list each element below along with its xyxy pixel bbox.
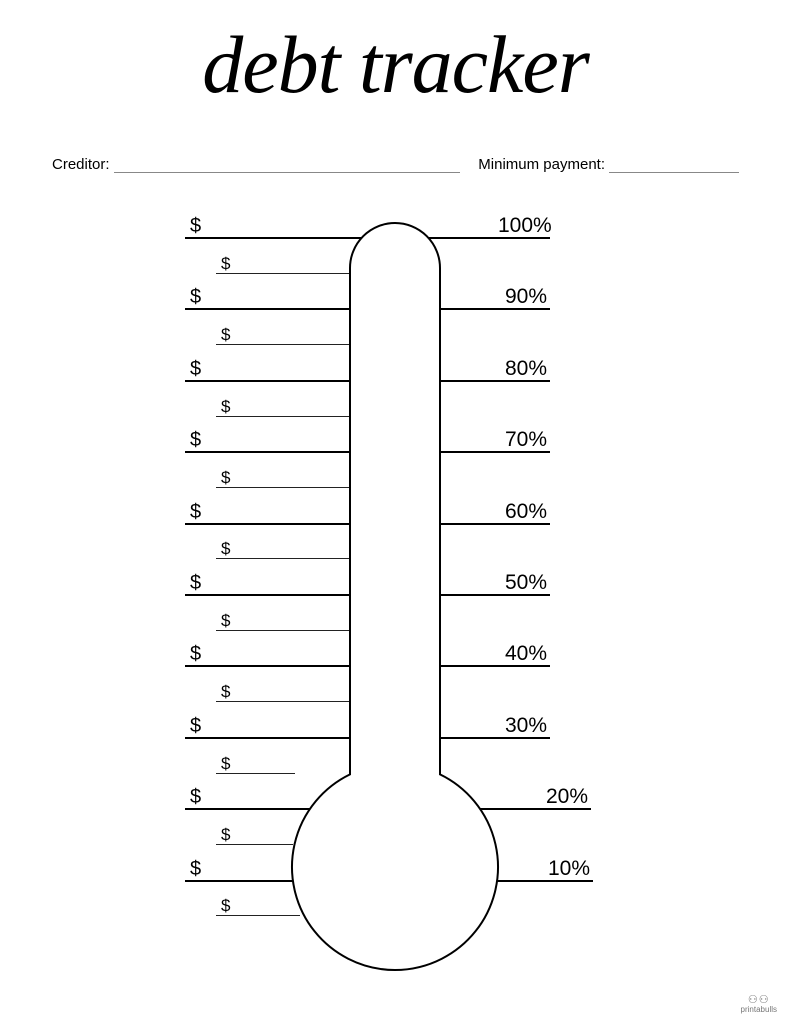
- percent-label: 10%: [548, 857, 590, 881]
- dollar-label: $: [190, 715, 201, 738]
- percent-label: 70%: [505, 428, 547, 452]
- dollar-label: $: [221, 254, 230, 274]
- percent-label: 50%: [505, 571, 547, 595]
- dollar-label: $: [221, 539, 230, 559]
- min-payment-label: Minimum payment:: [478, 156, 609, 173]
- dollar-label: $: [221, 397, 230, 417]
- percent-label: 60%: [505, 500, 547, 524]
- dollar-label: $: [221, 468, 230, 488]
- percent-label: 20%: [546, 785, 588, 809]
- dollar-label: $: [190, 429, 201, 452]
- percent-label: 30%: [505, 714, 547, 738]
- dollar-label: $: [190, 215, 201, 238]
- percent-label: 100%: [498, 214, 552, 238]
- dollar-label: $: [190, 501, 201, 524]
- creditor-label: Creditor:: [52, 156, 114, 173]
- form-fields: Creditor: Minimum payment:: [52, 156, 739, 173]
- dollar-label: $: [190, 786, 201, 809]
- dollar-label: $: [221, 754, 230, 774]
- dollar-label: $: [190, 858, 201, 881]
- thermometer-outline: [0, 0, 791, 1024]
- page-title: debt tracker: [0, 18, 791, 112]
- dollar-label: $: [190, 572, 201, 595]
- percent-label: 40%: [505, 642, 547, 666]
- creditor-input-line[interactable]: [114, 157, 461, 173]
- dollar-label: $: [221, 896, 230, 916]
- dollar-label: $: [221, 325, 230, 345]
- watermark: ⚇⚇ printabulls: [741, 995, 777, 1014]
- percent-label: 80%: [505, 357, 547, 381]
- min-payment-input-line[interactable]: [609, 157, 739, 173]
- dollar-label: $: [190, 358, 201, 381]
- dollar-label: $: [190, 643, 201, 666]
- percent-label: 90%: [505, 285, 547, 309]
- dollar-label: $: [221, 611, 230, 631]
- dollar-label: $: [221, 682, 230, 702]
- dollar-label: $: [221, 825, 230, 845]
- dollar-label: $: [190, 286, 201, 309]
